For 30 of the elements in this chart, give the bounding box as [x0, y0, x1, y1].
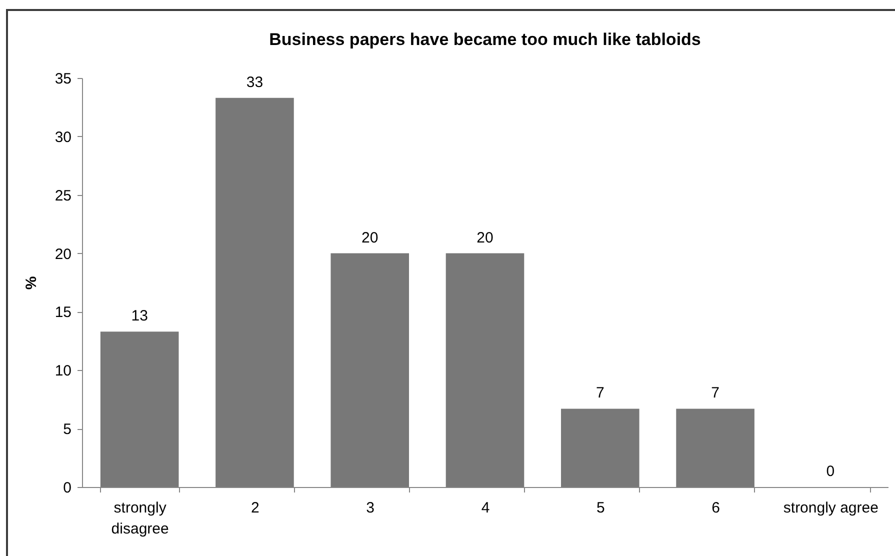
bar: [560, 408, 640, 487]
x-tick-label: 2: [251, 500, 260, 516]
bar: [216, 98, 294, 487]
bar: [100, 332, 179, 487]
data-label: 7: [596, 384, 604, 402]
y-axis-title: %: [22, 276, 40, 290]
data-label: 13: [131, 308, 148, 325]
y-tick-label: 0: [63, 480, 72, 496]
bar: [330, 253, 410, 487]
data-label: 7: [711, 384, 720, 402]
data-label: 20: [476, 229, 494, 246]
chart-title: Business papers have became too much like tabloids: [269, 30, 701, 49]
y-tick-label: 5: [63, 421, 72, 438]
x-tick-label: 4: [481, 500, 490, 516]
data-label: 0: [826, 463, 835, 480]
x-tick-label: 3: [366, 500, 375, 516]
y-tick-label: 35: [54, 70, 72, 88]
data-label: 20: [362, 229, 378, 246]
y-tick-label: 30: [54, 128, 72, 146]
y-tick-label: 25: [54, 187, 72, 204]
y-tick-label: 10: [54, 362, 72, 380]
x-tick-label: strongly agree: [783, 500, 878, 516]
x-tick-label: 6: [712, 500, 720, 516]
x-tick-label: 5: [596, 500, 605, 516]
y-tick-label: 20: [54, 246, 72, 263]
data-label: 33: [246, 74, 264, 91]
y-tick-label: 15: [54, 304, 72, 322]
bar: [446, 253, 524, 487]
bar: [676, 408, 754, 487]
x-tick-label: strongly disagree: [111, 500, 169, 538]
